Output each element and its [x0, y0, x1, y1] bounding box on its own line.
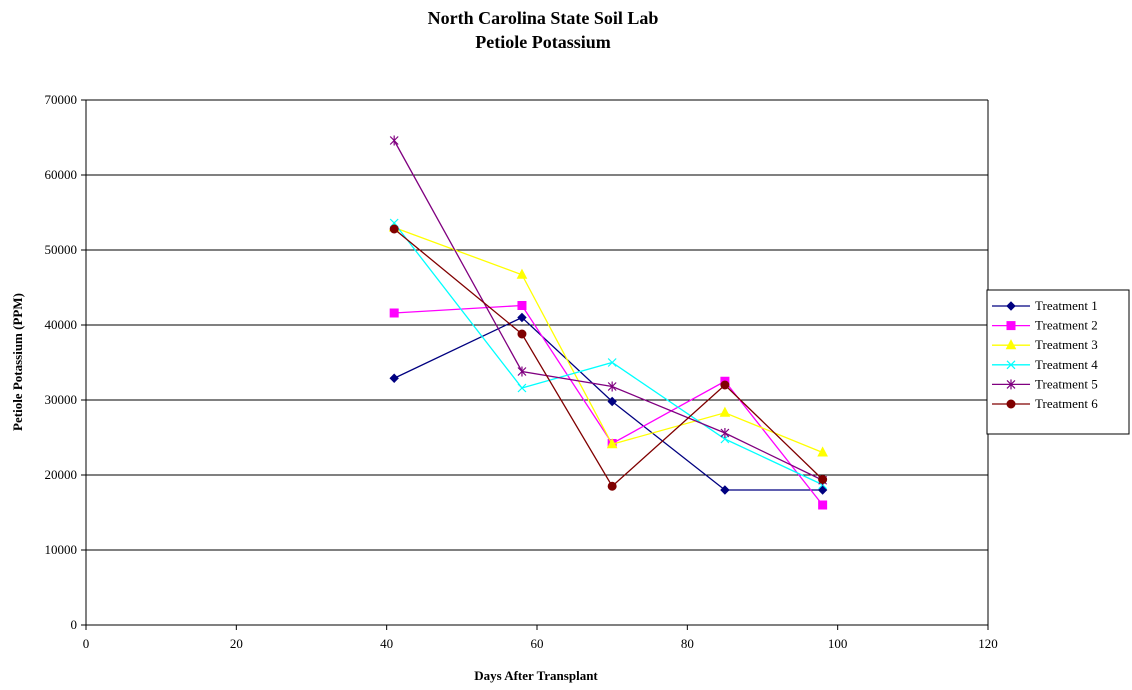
x-tick-label: 60: [531, 636, 544, 651]
legend-label: Treatment 1: [1035, 298, 1098, 313]
data-point: [517, 366, 527, 377]
chart-title-line-1: North Carolina State Soil Lab: [428, 8, 659, 28]
data-point: [720, 380, 730, 390]
gridlines: [86, 99, 988, 626]
chart-title-line-2: Petiole Potassium: [475, 32, 610, 52]
legend-marker: [1006, 379, 1016, 390]
legend-label: Treatment 3: [1035, 337, 1098, 352]
legend-item: Treatment 3: [992, 337, 1098, 352]
data-point: [517, 312, 527, 323]
data-point: [517, 329, 527, 339]
legend-item: Treatment 6: [992, 396, 1098, 411]
data-point: [817, 485, 828, 495]
legend-item: Treatment 1: [992, 298, 1098, 313]
y-tick-label: 10000: [45, 542, 78, 557]
data-point: [389, 308, 399, 318]
data-point: [720, 485, 730, 495]
y-tick-label: 30000: [45, 392, 78, 407]
data-point: [818, 475, 828, 484]
legend-marker: [1006, 399, 1016, 409]
data-point: [607, 381, 617, 392]
series-line: [393, 316, 823, 491]
series: [388, 135, 828, 510]
series-2: [389, 301, 828, 510]
data-point: [606, 438, 618, 449]
legend-label: Treatment 5: [1035, 376, 1098, 391]
legend-label: Treatment 2: [1035, 318, 1098, 333]
data-point: [607, 396, 617, 407]
y-tick-labels: 0 10000 20000 30000 40000 50000 60000 70000: [45, 92, 78, 632]
legend-label: Treatment 4: [1035, 357, 1098, 372]
series-5: [389, 135, 828, 486]
legend-marker: [1005, 339, 1017, 350]
data-point: [389, 224, 399, 234]
data-point: [607, 481, 617, 491]
series-4: [389, 218, 828, 490]
data-point: [389, 135, 399, 146]
y-tick-label: 60000: [45, 167, 78, 182]
y-tick-label: 0: [71, 617, 78, 632]
legend-label: Treatment 6: [1035, 396, 1098, 411]
x-tick-label: 40: [380, 636, 393, 651]
data-point: [607, 358, 617, 367]
y-tick-label: 50000: [45, 242, 78, 257]
data-point: [389, 373, 399, 383]
legend-marker: [1006, 360, 1016, 370]
data-point: [818, 500, 828, 510]
legend-box: [986, 289, 1130, 435]
data-point: [517, 301, 527, 310]
series-3: [388, 221, 828, 457]
data-point: [817, 446, 828, 457]
y-tick-label: 40000: [45, 317, 78, 332]
legend-item: Treatment 2: [992, 318, 1098, 333]
x-tick-label: 120: [978, 636, 998, 651]
x-tick-label: 80: [681, 636, 694, 651]
x-axis-label: Days After Transplant: [474, 668, 598, 683]
y-tick-label: 70000: [45, 92, 78, 107]
series-line: [393, 226, 823, 454]
data-point: [516, 268, 528, 279]
legend: Treatment 1 Treatment 2 Treatment 3 Treatme…: [986, 289, 1130, 435]
data-point: [517, 383, 527, 393]
legend-marker: [1006, 301, 1016, 311]
series-6: [389, 224, 828, 491]
legend-marker: [1006, 321, 1016, 331]
x-tick-label: 0: [83, 636, 90, 651]
series-1: [389, 312, 828, 495]
x-tick-label: 20: [230, 636, 243, 651]
x-tick-label: 100: [828, 636, 848, 651]
y-tick-label: 20000: [45, 467, 78, 482]
data-point: [720, 428, 730, 438]
x-tick-labels: 0 20 40 60 80 100 120: [83, 636, 998, 651]
legend-item: Treatment 4: [992, 357, 1098, 372]
legend-item: Treatment 5: [992, 376, 1098, 391]
y-axis-label: Petiole Potassium (PPM): [10, 293, 25, 431]
data-point: [719, 406, 731, 417]
series-line: [393, 140, 823, 481]
